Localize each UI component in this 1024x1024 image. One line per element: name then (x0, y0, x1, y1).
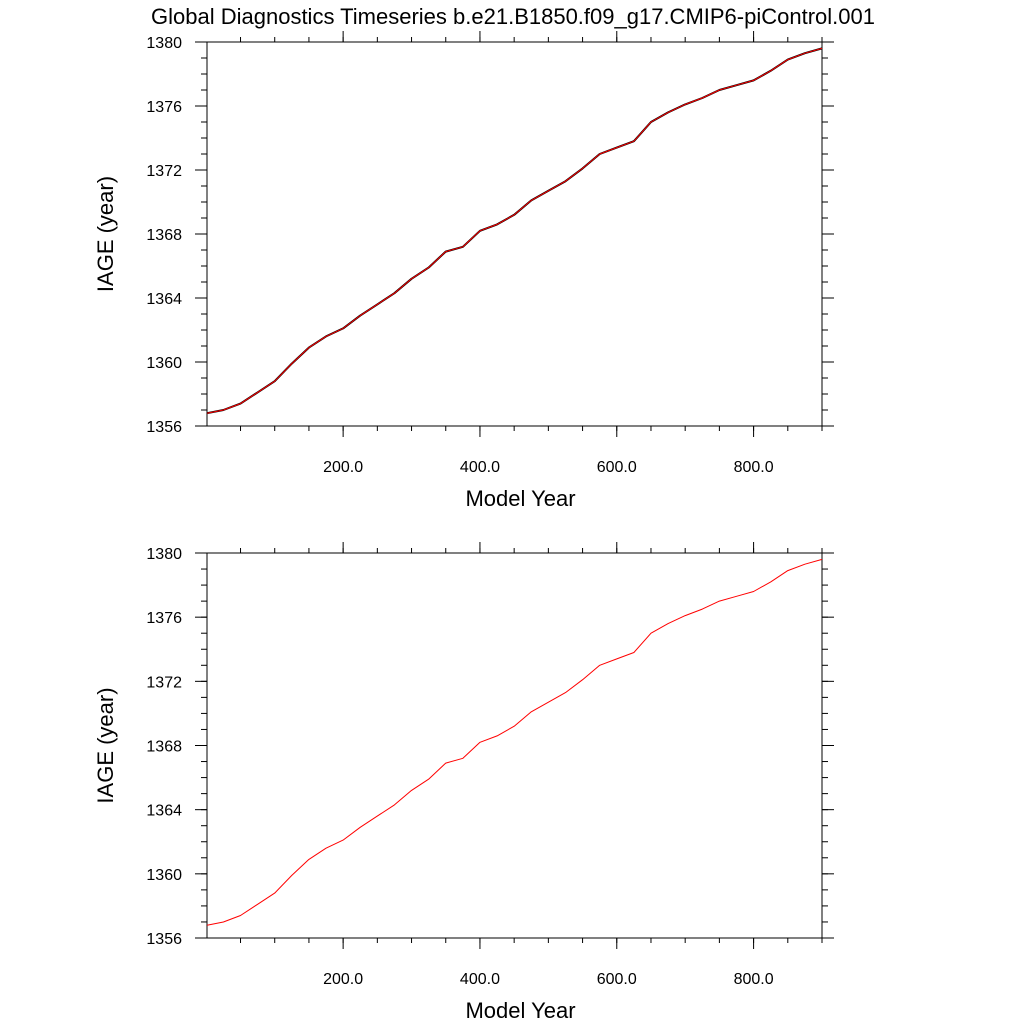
plot-frame (206, 41, 823, 427)
y-tick-label: 1376 (146, 99, 182, 116)
x-tick-label: 200.0 (323, 459, 363, 476)
y-axis-label: IAGE (year) (93, 176, 118, 292)
x-tick-label: 200.0 (323, 971, 363, 988)
y-tick-label: 1356 (146, 931, 182, 948)
series-line-0 (206, 47, 823, 415)
y-tick-label: 1380 (146, 546, 182, 563)
plot-frame (206, 552, 823, 939)
x-tick-label: 400.0 (460, 971, 500, 988)
x-axis-label: Model Year (465, 998, 575, 1023)
x-tick-label: 400.0 (460, 459, 500, 476)
bottom-panel: 1356 1360 1364 1368 1372 1376 1380 200.0 400.0 60… (93, 542, 834, 1023)
y-axis-label: IAGE (year) (93, 687, 118, 803)
y-tick-label: 1372 (146, 674, 182, 691)
y-tick-label: 1364 (146, 291, 182, 308)
y-tick-label: 1368 (146, 739, 182, 756)
y-tick-label: 1368 (146, 227, 182, 244)
y-tick-label: 1380 (146, 35, 182, 52)
y-tick-label: 1376 (146, 610, 182, 627)
x-tick-label: 800.0 (734, 971, 774, 988)
x-tick-label: 600.0 (597, 459, 637, 476)
x-tick-label: 600.0 (597, 971, 637, 988)
y-tick-label: 1372 (146, 163, 182, 180)
figure-title: Global Diagnostics Timeseries b.e21.B185… (151, 4, 875, 29)
series-line-1 (206, 47, 823, 414)
y-tick-label: 1364 (146, 803, 182, 820)
y-tick-label: 1360 (146, 355, 182, 372)
x-tick-label: 800.0 (734, 459, 774, 476)
top-panel: 1356 1360 1364 1368 1372 1376 1380 200.0 400.0 60… (93, 31, 834, 511)
x-axis-label: Model Year (465, 486, 575, 511)
y-tick-label: 1356 (146, 419, 182, 436)
series-line-0 (206, 558, 823, 926)
y-tick-label: 1360 (146, 867, 182, 884)
